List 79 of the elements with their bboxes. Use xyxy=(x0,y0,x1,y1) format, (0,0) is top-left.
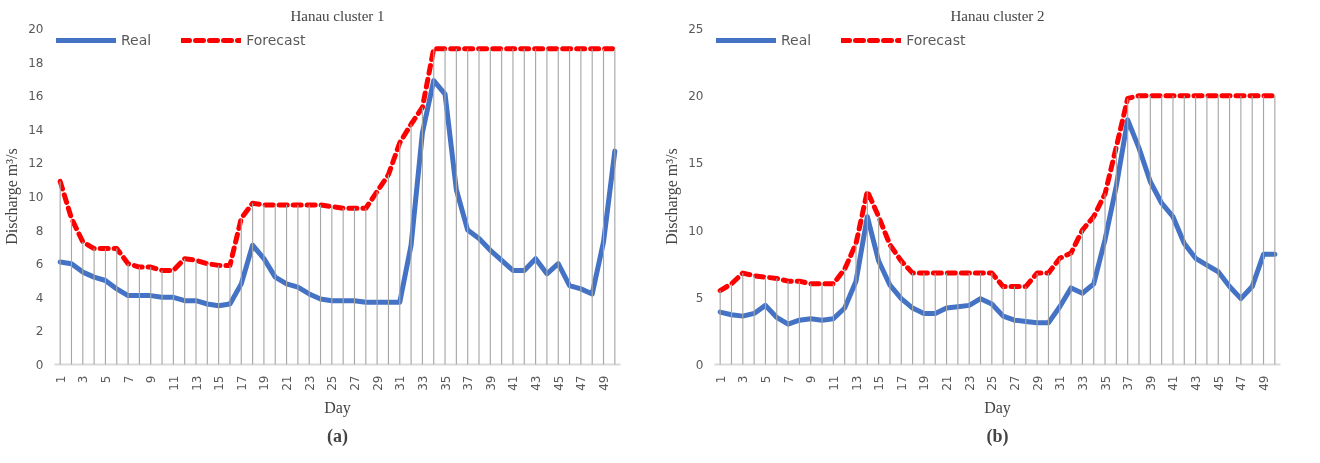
legend-label: Forecast xyxy=(906,32,966,48)
x-tick-label: 25 xyxy=(325,375,340,391)
y-tick-label: 12 xyxy=(28,156,44,171)
x-tick-label: 37 xyxy=(1121,375,1136,391)
x-tick-label: 17 xyxy=(234,375,249,391)
x-tick-label: 3 xyxy=(76,375,91,384)
x-tick-label: 31 xyxy=(393,375,408,391)
x-tick-label: 35 xyxy=(438,375,453,391)
y-axis-title: Discharge m³/s xyxy=(663,148,682,245)
y-tick-label: 6 xyxy=(35,257,44,272)
x-tick-label: 37 xyxy=(461,375,476,391)
x-tick-label: 15 xyxy=(212,375,227,391)
x-tick-label: 31 xyxy=(1053,375,1068,391)
x-tick-label: 27 xyxy=(347,375,362,391)
legend-label: Real xyxy=(121,32,152,48)
x-tick-label: 15 xyxy=(872,375,887,391)
x-tick-label: 21 xyxy=(940,375,955,391)
y-tick-label: 4 xyxy=(35,290,44,305)
chart-title: Hanau cluster 2 xyxy=(950,7,1045,24)
text: (b) xyxy=(986,425,1009,447)
x-tick-label: 23 xyxy=(302,375,317,391)
x-tick-label: 43 xyxy=(529,375,544,391)
legend-label: Forecast xyxy=(246,32,306,48)
x-tick-label: 41 xyxy=(506,375,521,391)
y-axis-title: Discharge m³/s xyxy=(3,148,22,245)
x-tick-label: 7 xyxy=(121,375,136,384)
x-tick-label: 27 xyxy=(1007,375,1022,391)
x-tick-label: 9 xyxy=(804,375,819,384)
x-tick-label: 11 xyxy=(166,375,181,391)
x-tick-label: 19 xyxy=(257,375,272,391)
x-tick-label: 1 xyxy=(53,375,68,384)
x-tick-label: 1 xyxy=(713,375,728,384)
y-tick-label: 10 xyxy=(688,223,704,238)
x-tick-label: 21 xyxy=(280,375,295,391)
y-tick-label: 15 xyxy=(688,156,704,171)
y-tick-label: 20 xyxy=(28,22,44,36)
y-tick-label: 8 xyxy=(35,223,44,238)
x-tick-label: 35 xyxy=(1098,375,1113,391)
y-tick-label: 25 xyxy=(688,22,704,36)
y-tick-label: 2 xyxy=(35,324,44,339)
x-tick-label: 9 xyxy=(144,375,159,384)
y-tick-label: 0 xyxy=(35,358,44,372)
x-tick-label: 33 xyxy=(1075,375,1090,391)
x-tick-label: 49 xyxy=(1257,375,1272,391)
x-tick-label: 47 xyxy=(1234,375,1249,391)
x-tick-label: 13 xyxy=(849,375,864,391)
x-tick-label: 45 xyxy=(551,375,566,391)
x-tick-label: 13 xyxy=(189,375,204,391)
y-tick-label: 0 xyxy=(695,358,704,372)
x-tick-label: 41 xyxy=(1166,375,1181,391)
x-tick-label: 39 xyxy=(1143,375,1158,391)
x-axis-title: Day xyxy=(324,398,351,417)
x-tick-label: 17 xyxy=(894,375,909,391)
x-tick-label: 25 xyxy=(985,375,1000,391)
y-tick-label: 10 xyxy=(28,190,44,204)
x-tick-label: 45 xyxy=(1211,375,1226,391)
x-tick-label: 3 xyxy=(736,375,751,384)
x-tick-label: 29 xyxy=(1030,375,1045,391)
chart-title: Hanau cluster 1 xyxy=(290,7,385,24)
x-tick-label: 19 xyxy=(917,375,932,391)
x-axis-title: Day xyxy=(984,398,1011,417)
y-tick-label: 16 xyxy=(28,89,44,104)
x-tick-label: 39 xyxy=(483,375,498,391)
x-tick-label: 5 xyxy=(758,375,773,384)
x-tick-label: 29 xyxy=(370,375,385,391)
legend-label: Real xyxy=(781,32,812,48)
x-tick-label: 5 xyxy=(98,375,113,384)
y-tick-label: 14 xyxy=(28,122,44,137)
x-tick-label: 33 xyxy=(415,375,430,391)
y-tick-label: 18 xyxy=(28,55,44,70)
x-tick-label: 49 xyxy=(597,375,612,391)
x-tick-label: 7 xyxy=(781,375,796,384)
x-tick-label: 43 xyxy=(1189,375,1204,391)
y-tick-label: 5 xyxy=(695,290,704,305)
x-tick-label: 47 xyxy=(574,375,589,391)
y-tick-label: 20 xyxy=(688,89,704,104)
x-tick-label: 11 xyxy=(826,375,841,391)
x-tick-label: 23 xyxy=(962,375,977,391)
text: (a) xyxy=(327,425,349,447)
